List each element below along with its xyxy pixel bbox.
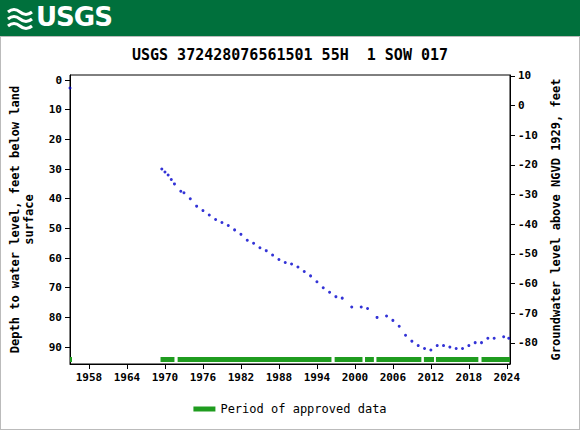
svg-text:2012: 2012 (418, 371, 445, 384)
svg-text:-40: -40 (518, 218, 538, 231)
svg-text:80: 80 (49, 311, 62, 324)
svg-text:2006: 2006 (380, 371, 407, 384)
svg-text:60: 60 (49, 252, 62, 265)
svg-text:2024: 2024 (494, 371, 521, 384)
svg-text:1964: 1964 (114, 371, 141, 384)
svg-text:-60: -60 (518, 277, 538, 290)
svg-text:-70: -70 (518, 307, 538, 320)
svg-text:1988: 1988 (266, 371, 293, 384)
svg-text:70: 70 (49, 281, 62, 294)
svg-text:Depth to water level, feet bel: Depth to water level, feet below land (8, 86, 22, 353)
svg-text:1994: 1994 (304, 371, 331, 384)
svg-text:1970: 1970 (152, 371, 179, 384)
svg-text:Period of approved data: Period of approved data (220, 402, 386, 416)
svg-text:2018: 2018 (456, 371, 483, 384)
svg-text:USGS 372428076561501 55H 1 SO: USGS 372428076561501 55H 1 SOW 017 (132, 46, 448, 64)
svg-text:0: 0 (518, 99, 525, 112)
svg-text:-10: -10 (518, 129, 538, 142)
svg-text:-50: -50 (518, 247, 538, 260)
svg-text:40: 40 (49, 192, 62, 205)
svg-text:surface: surface (22, 194, 36, 245)
svg-text:2000: 2000 (342, 371, 369, 384)
svg-text:90: 90 (49, 341, 62, 354)
svg-text:1958: 1958 (76, 371, 103, 384)
svg-text:10: 10 (518, 69, 531, 82)
svg-text:50: 50 (49, 222, 62, 235)
svg-text:-30: -30 (518, 188, 538, 201)
svg-text:10: 10 (49, 103, 62, 116)
svg-text:1982: 1982 (228, 371, 255, 384)
svg-text:-80: -80 (518, 336, 538, 349)
svg-text:Groundwater level above NGVD 1: Groundwater level above NGVD 1929, feet (549, 79, 563, 361)
svg-text:1976: 1976 (190, 371, 217, 384)
svg-text:20: 20 (49, 133, 62, 146)
svg-text:0: 0 (55, 74, 62, 87)
svg-text:-20: -20 (518, 158, 538, 171)
html-text:USGS: USGS (36, 2, 112, 32)
svg-text:30: 30 (49, 163, 62, 176)
